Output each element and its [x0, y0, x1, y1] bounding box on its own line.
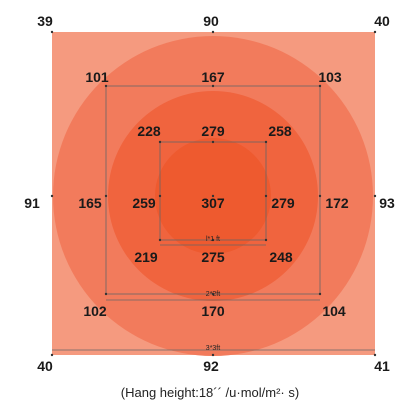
- reading-outer-top-left: 39: [37, 13, 53, 29]
- marker: [50, 194, 54, 198]
- reading-1x1-top-left: 228: [137, 123, 161, 139]
- reading-outer-middle-right: 93: [379, 195, 395, 211]
- marker: [373, 194, 377, 198]
- reading-2x2-bottom-right: 104: [322, 303, 346, 319]
- marker: [50, 353, 54, 357]
- markers: [50, 30, 377, 357]
- marker: [104, 292, 108, 296]
- marker: [104, 194, 108, 198]
- marker: [211, 140, 215, 144]
- reading-1x1-bottom-right: 248: [269, 249, 293, 265]
- marker: [211, 194, 215, 198]
- marker: [158, 194, 162, 198]
- dim-label-2x2: 2*2ft: [206, 291, 220, 298]
- reading-outer-bottom-center: 92: [203, 358, 219, 374]
- marker: [264, 194, 268, 198]
- reading-2x2-top-left: 101: [85, 69, 109, 85]
- reading-outer-top-right: 40: [374, 13, 390, 29]
- marker: [318, 84, 322, 88]
- reading-2x2-bottom-left: 102: [83, 303, 107, 319]
- marker: [318, 292, 322, 296]
- reading-2x2-top-right: 103: [318, 69, 342, 85]
- marker: [158, 238, 162, 242]
- marker: [264, 238, 268, 242]
- marker: [211, 30, 215, 34]
- reading-1x1-top-center: 279: [201, 123, 225, 139]
- reading-1x1-bottom-left: 219: [134, 249, 158, 265]
- marker: [211, 292, 215, 296]
- reading-2x2-bottom-center: 170: [201, 303, 225, 319]
- marker: [50, 30, 54, 34]
- marker: [158, 140, 162, 144]
- dim-label-3x3: 3*3ft: [206, 345, 220, 352]
- marker: [264, 140, 268, 144]
- reading-1x1-bottom-center: 275: [201, 249, 225, 265]
- reading-1x1-top-right: 258: [268, 123, 292, 139]
- dim-label-1x1: l*1 ft: [206, 236, 220, 243]
- marker: [211, 238, 215, 242]
- reading-1x1-middle-left: 259: [132, 195, 156, 211]
- hang-height-caption: (Hang height:18´´ /u·mol/m²· s): [120, 385, 300, 400]
- reading-1x1-middle-right: 279: [271, 195, 295, 211]
- reading-outer-bottom-right: 41: [374, 358, 390, 374]
- reading-outer-middle-left: 91: [24, 195, 40, 211]
- marker: [211, 84, 215, 88]
- reading-2x2-top-center: 167: [201, 69, 225, 85]
- reading-2x2-middle-right: 172: [325, 195, 349, 211]
- reading-outer-bottom-left: 40: [37, 358, 53, 374]
- reading-2x2-middle-left: 165: [78, 195, 102, 211]
- marker: [373, 353, 377, 357]
- marker: [104, 84, 108, 88]
- marker: [211, 353, 215, 357]
- marker: [318, 194, 322, 198]
- reading-outer-top-center: 90: [203, 13, 219, 29]
- marker: [373, 30, 377, 34]
- reading-1x1-center: 307: [201, 195, 225, 211]
